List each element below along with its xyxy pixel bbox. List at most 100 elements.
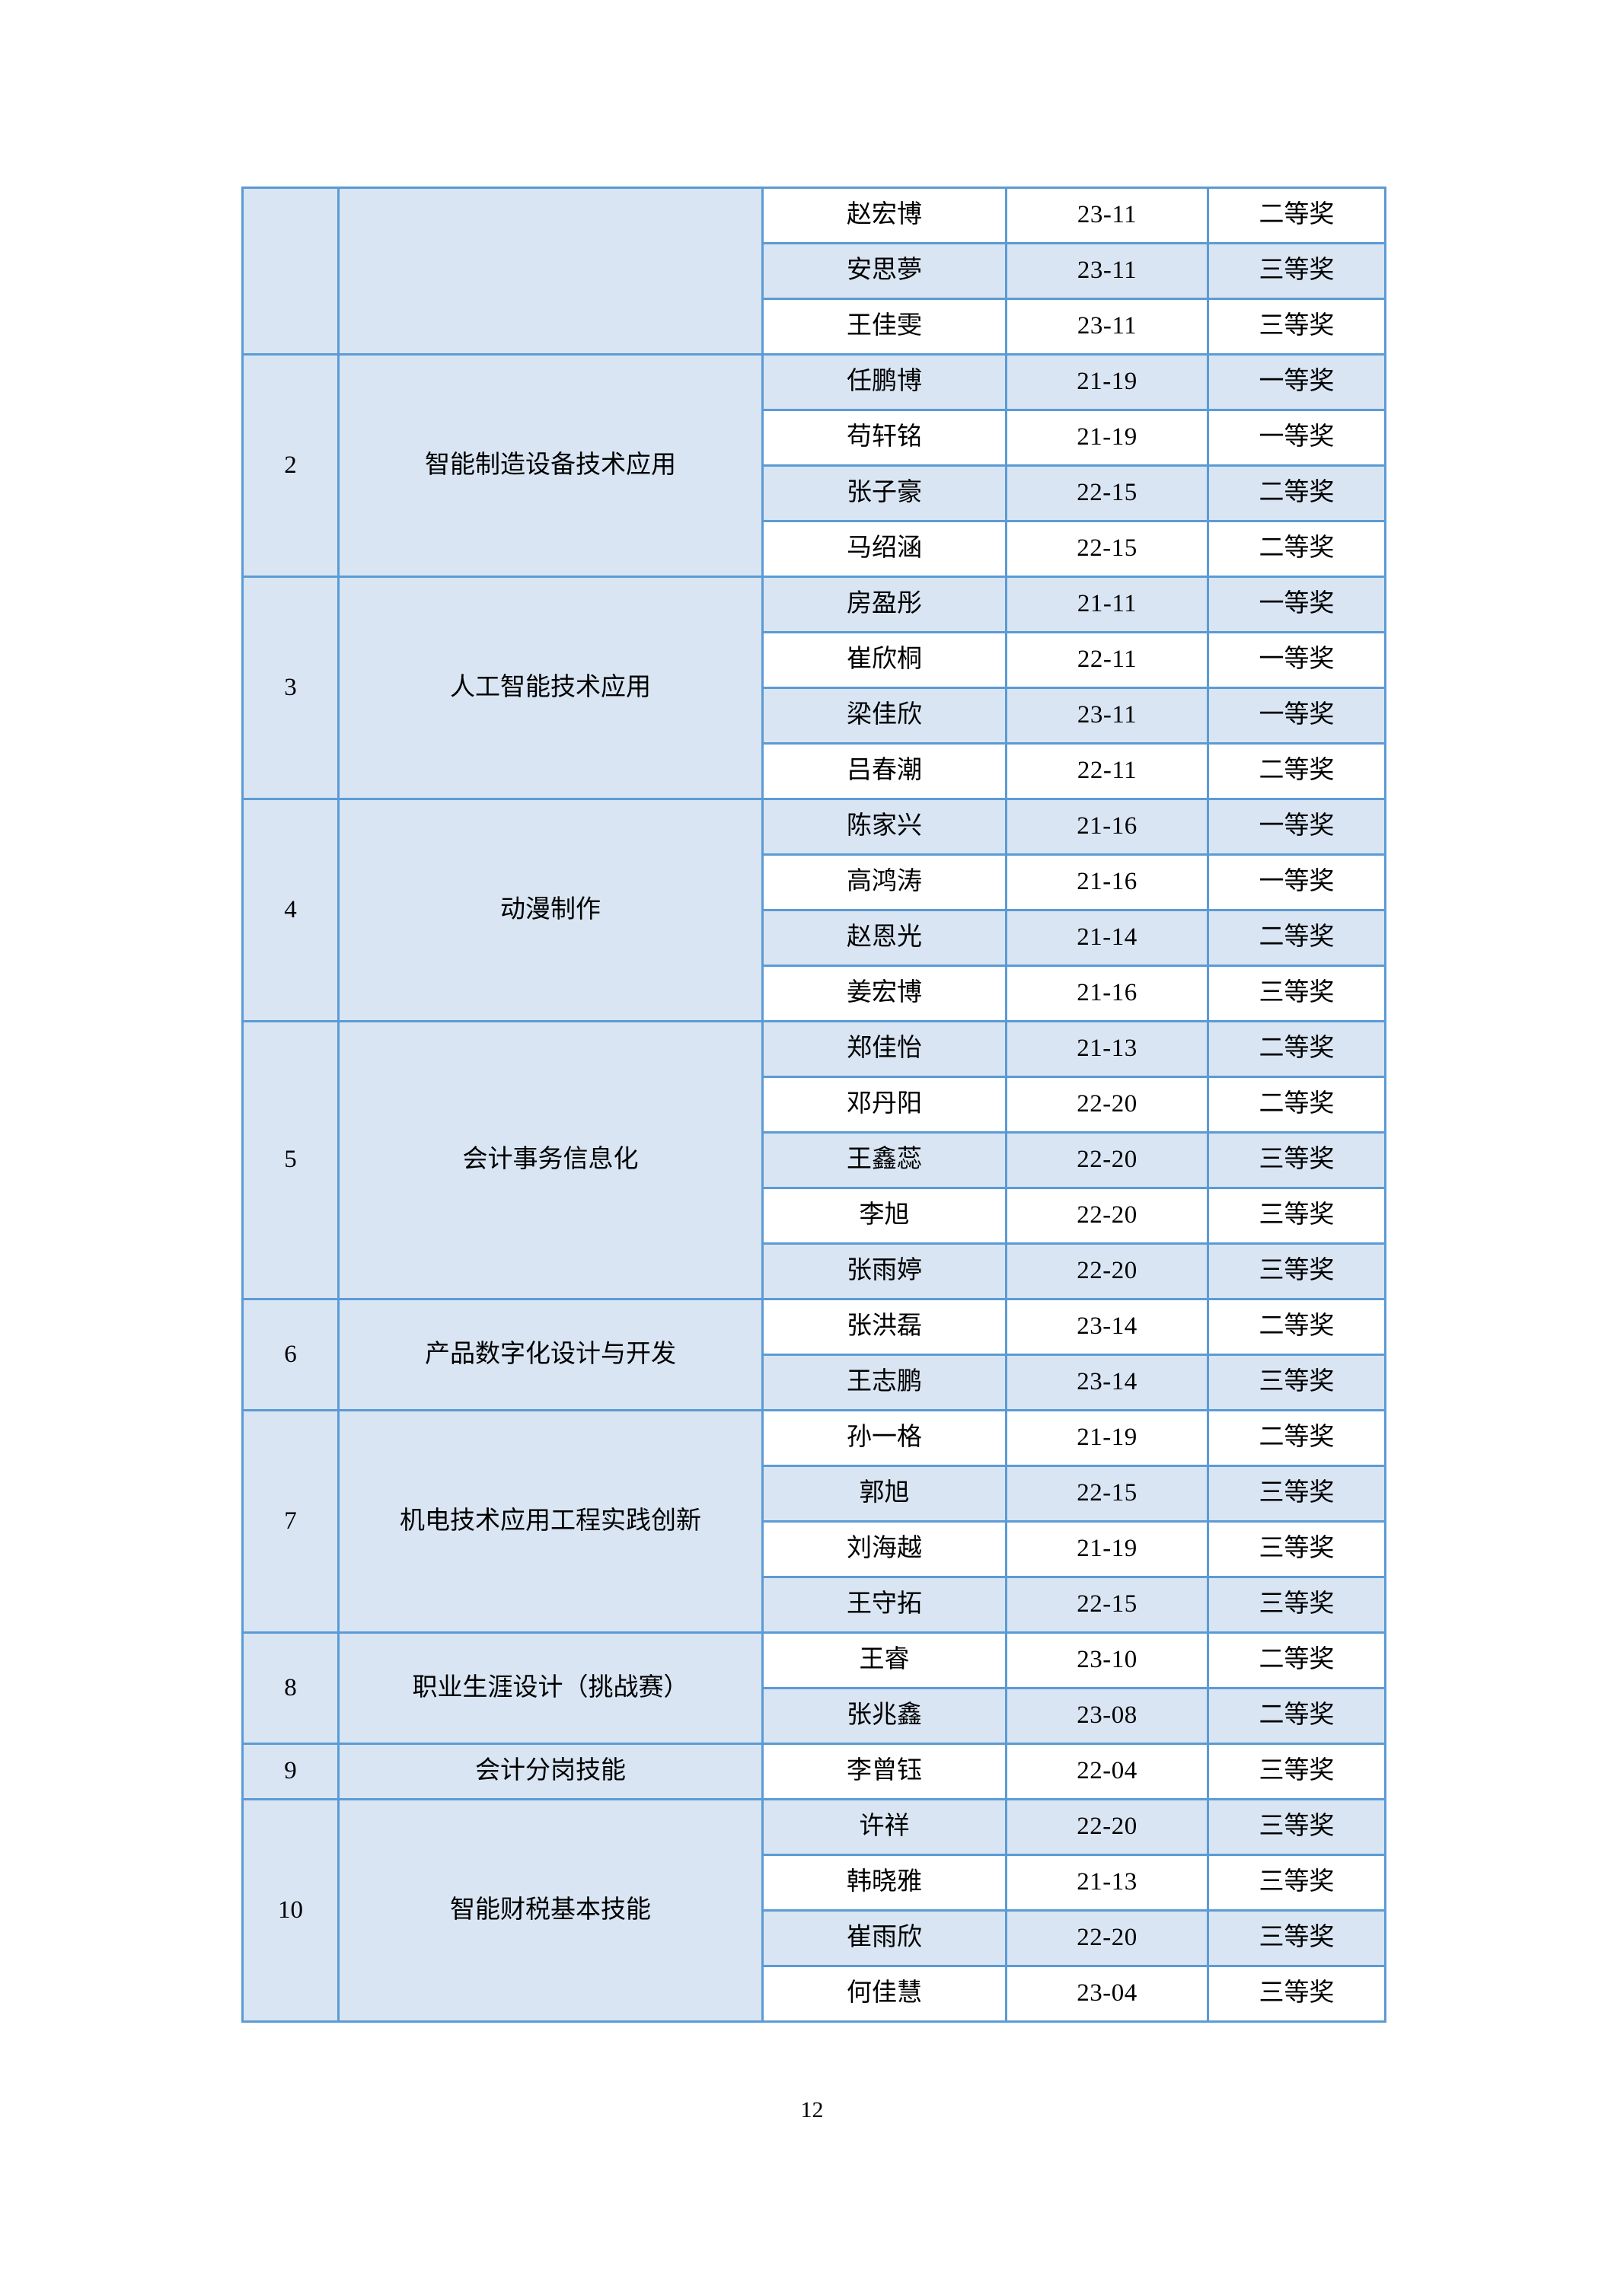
cell-award-level: 三等奖 xyxy=(1207,1743,1386,1800)
cell-class-code: 23-10 xyxy=(1005,1631,1209,1689)
cell-student-name: 张子豪 xyxy=(761,464,1007,522)
table-row: 李旭 22-20 三等奖 xyxy=(243,1187,1386,1245)
cell-student-name: 姜宏博 xyxy=(761,965,1007,1022)
cell-student-name: 刘海越 xyxy=(761,1520,1007,1578)
table-row: 王志鹏 23-14 三等奖 xyxy=(243,1354,1386,1411)
table-row: 8 职业生涯设计（挑战赛） 王睿 23-10 二等奖 xyxy=(241,1631,1386,1745)
table-row: 张雨婷 22-20 三等奖 xyxy=(243,1242,1386,1300)
cell-student-name: 马绍涵 xyxy=(761,520,1007,578)
cell-award-level: 一等奖 xyxy=(1207,687,1386,745)
cell-category-name: 产品数字化设计与开发 xyxy=(337,1298,764,1411)
table-row: 赵宏博 23-11 二等奖 xyxy=(241,187,1386,356)
cell-group-number: 4 xyxy=(241,798,340,1022)
cell-award-level: 二等奖 xyxy=(1207,520,1386,578)
cell-award-level: 三等奖 xyxy=(1207,242,1386,300)
cell-student-name: 赵宏博 xyxy=(761,187,1007,244)
cell-award-level: 二等奖 xyxy=(1207,742,1386,800)
table-row: 5 会计事务信息化 郑佳怡 21-13 二等奖 xyxy=(241,1020,1386,1300)
cell-category-name: 会计分岗技能 xyxy=(337,1743,764,1800)
cell-award-level: 二等奖 xyxy=(1207,909,1386,967)
cell-student-name: 张兆鑫 xyxy=(761,1687,1007,1745)
cell-student-name: 房盈彤 xyxy=(761,576,1007,633)
cell-student-name: 吕春潮 xyxy=(761,742,1007,800)
cell-class-code: 22-20 xyxy=(1005,1798,1209,1856)
cell-award-level: 二等奖 xyxy=(1207,1076,1386,1134)
cell-class-code: 23-08 xyxy=(1005,1687,1209,1745)
cell-award-level: 三等奖 xyxy=(1207,1187,1386,1245)
table-row: 刘海越 21-19 三等奖 xyxy=(243,1520,1386,1578)
cell-award-level: 三等奖 xyxy=(1207,298,1386,356)
cell-student-name: 李曾钰 xyxy=(761,1743,1007,1800)
cell-class-code: 23-11 xyxy=(1005,687,1209,745)
table-row: 7 机电技术应用工程实践创新 孙一格 21-19 二等奖 xyxy=(241,1409,1386,1634)
cell-class-code: 21-19 xyxy=(1005,353,1209,411)
table-row: 苟轩铭 21-19 一等奖 xyxy=(243,409,1386,467)
cell-class-code: 22-15 xyxy=(1005,520,1209,578)
cell-award-level: 一等奖 xyxy=(1207,353,1386,411)
cell-category-name: 机电技术应用工程实践创新 xyxy=(337,1409,764,1634)
cell-student-name: 王守拓 xyxy=(761,1576,1007,1634)
cell-student-name: 韩晓雅 xyxy=(761,1854,1007,1912)
cell-class-code: 21-14 xyxy=(1005,909,1209,967)
cell-student-name: 邓丹阳 xyxy=(761,1076,1007,1134)
cell-class-code: 21-16 xyxy=(1005,853,1209,911)
cell-student-name: 孙一格 xyxy=(761,1409,1007,1467)
cell-category-name: 智能财税基本技能 xyxy=(337,1798,764,2023)
table-row: 9 会计分岗技能 李曾钰 22-04 三等奖 xyxy=(241,1743,1386,1800)
table-row: 何佳慧 23-04 三等奖 xyxy=(243,1965,1386,2023)
table-row: 王守拓 22-15 三等奖 xyxy=(243,1576,1386,1634)
cell-student-name: 王睿 xyxy=(761,1631,1007,1689)
cell-class-code: 22-11 xyxy=(1005,742,1209,800)
cell-group-number: 5 xyxy=(241,1020,340,1300)
cell-student-name: 王佳雯 xyxy=(761,298,1007,356)
cell-group-number: 10 xyxy=(241,1798,340,2023)
cell-award-level: 一等奖 xyxy=(1207,853,1386,911)
cell-award-level: 三等奖 xyxy=(1207,1354,1386,1411)
cell-class-code: 21-11 xyxy=(1005,576,1209,633)
table-row: 张子豪 22-15 二等奖 xyxy=(243,464,1386,522)
table-row: 4 动漫制作 陈家兴 21-16 一等奖 xyxy=(241,798,1386,1022)
table-row: 马绍涵 22-15 二等奖 xyxy=(243,520,1386,578)
cell-award-level: 三等奖 xyxy=(1207,965,1386,1022)
cell-class-code: 22-04 xyxy=(1005,1743,1209,1800)
cell-student-name: 许祥 xyxy=(761,1798,1007,1856)
table-row: 梁佳欣 23-11 一等奖 xyxy=(243,687,1386,745)
cell-class-code: 21-13 xyxy=(1005,1854,1209,1912)
cell-class-code: 23-04 xyxy=(1005,1965,1209,2023)
cell-class-code: 23-11 xyxy=(1005,298,1209,356)
table-row: 赵恩光 21-14 二等奖 xyxy=(243,909,1386,967)
cell-award-level: 三等奖 xyxy=(1207,1965,1386,2023)
table-row: 郭旭 22-15 三等奖 xyxy=(243,1465,1386,1523)
cell-group-number xyxy=(241,187,340,356)
cell-class-code: 21-19 xyxy=(1005,409,1209,467)
cell-student-name: 郭旭 xyxy=(761,1465,1007,1523)
cell-student-name: 张洪磊 xyxy=(761,1298,1007,1356)
cell-class-code: 22-20 xyxy=(1005,1076,1209,1134)
table-row: 邓丹阳 22-20 二等奖 xyxy=(243,1076,1386,1134)
cell-class-code: 22-15 xyxy=(1005,1576,1209,1634)
table-row: 王鑫蕊 22-20 三等奖 xyxy=(243,1131,1386,1189)
cell-student-name: 李旭 xyxy=(761,1187,1007,1245)
cell-class-code: 21-16 xyxy=(1005,798,1209,856)
cell-student-name: 梁佳欣 xyxy=(761,687,1007,745)
award-table-container: 赵宏博 23-11 二等奖 安思夢 23-11 三等奖 王佳雯 23-11 三等奖 2 智能制造设备… xyxy=(241,187,1386,2023)
table-row: 安思夢 23-11 三等奖 xyxy=(243,242,1386,300)
cell-award-level: 二等奖 xyxy=(1207,187,1386,244)
table-row: 吕春潮 22-11 二等奖 xyxy=(243,742,1386,800)
cell-student-name: 任鹏博 xyxy=(761,353,1007,411)
cell-category-name: 动漫制作 xyxy=(337,798,764,1022)
cell-group-number: 2 xyxy=(241,353,340,578)
cell-award-level: 三等奖 xyxy=(1207,1465,1386,1523)
table-row: 王佳雯 23-11 三等奖 xyxy=(243,298,1386,356)
cell-class-code: 22-20 xyxy=(1005,1187,1209,1245)
cell-group-number: 7 xyxy=(241,1409,340,1634)
cell-class-code: 23-14 xyxy=(1005,1298,1209,1356)
cell-award-level: 三等奖 xyxy=(1207,1576,1386,1634)
table-row: 2 智能制造设备技术应用 任鹏博 21-19 一等奖 xyxy=(241,353,1386,578)
cell-award-level: 一等奖 xyxy=(1207,631,1386,689)
table-row: 高鸿涛 21-16 一等奖 xyxy=(243,853,1386,911)
cell-award-level: 二等奖 xyxy=(1207,1687,1386,1745)
cell-student-name: 何佳慧 xyxy=(761,1965,1007,2023)
cell-class-code: 22-20 xyxy=(1005,1909,1209,1967)
cell-class-code: 21-13 xyxy=(1005,1020,1209,1078)
